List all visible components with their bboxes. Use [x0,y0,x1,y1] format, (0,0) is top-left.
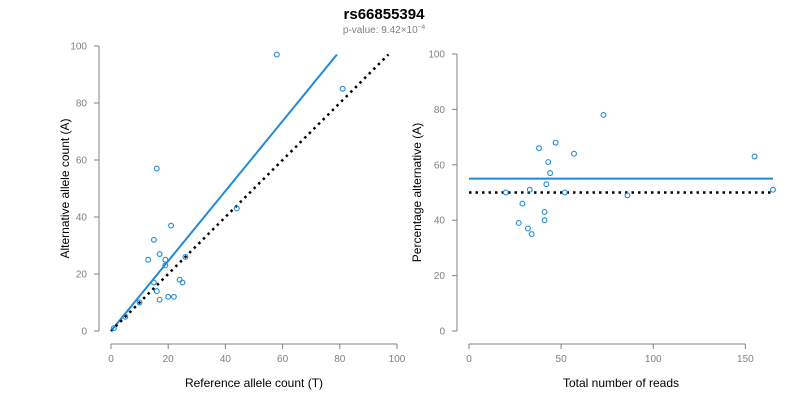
data-point [526,186,533,193]
data-point [176,276,183,283]
data-point [547,170,554,177]
x-tick-label: 0 [466,354,472,365]
y-axis: 0 20 40 60 80 100 Alternative allele count (A) [58,42,100,338]
data-point [515,220,522,226]
y-axis-title: Alternative allele count (A) [58,118,72,258]
data-point [156,296,163,303]
data-point [136,299,143,306]
y-tick-label: 80 [434,105,446,116]
x-tick-label: 100 [645,354,662,365]
chart-title: rs66855394 [344,6,426,23]
data-point [552,139,559,146]
fit-line [110,53,338,332]
y-tick-label: 100 [70,42,87,53]
data-point [751,153,758,160]
data-point [168,222,175,229]
data-point [339,85,346,92]
data-point [145,256,152,263]
data-point [182,253,189,260]
y-tick-label: 40 [434,216,446,227]
data-point [150,236,157,243]
data-point [525,225,531,232]
y-axis-title: Percentage alternative (A) [410,123,424,262]
data-point [170,293,177,300]
data-point [770,186,776,193]
data-point [561,189,568,196]
data-point [153,288,160,295]
data-point [233,205,240,212]
y-tick-label: 60 [76,156,88,167]
x-axis: 0 20 40 60 80 100 Reference allele count (T) [108,343,406,390]
y-tick-label: 0 [81,327,87,338]
data-point [528,231,535,238]
data-point [165,293,172,300]
data-point [541,217,548,224]
scatter-panel-ref-vs-alt: 0 20 40 60 80 100 Reference allele count (T) 0 2… [58,42,406,391]
data-point [519,200,526,207]
x-tick-label: 0 [108,354,114,365]
data-point [122,313,129,320]
y-tick-label: 100 [428,50,445,61]
data-point [162,262,169,269]
x-tick-label: 40 [220,354,232,365]
x-tick-label: 150 [737,354,754,365]
x-axis-title: Reference allele count (T) [185,376,323,390]
x-tick-label: 100 [389,354,406,365]
data-point [624,192,631,199]
y-tick-label: 0 [439,327,445,338]
reference-line [110,53,390,332]
data-point [273,51,280,58]
data-point [162,256,169,263]
data-point [110,325,117,332]
y-axis: 0 20 40 60 80 100 Percentage alternative (A) [410,50,458,338]
x-axis: 0 50 100 150 Total number of reads [466,343,754,390]
subtitle-exponent: −4 [418,24,426,31]
x-axis-title: Total number of reads [563,376,679,390]
chart-subtitle: p-value: 9.42×10−4 [343,24,426,36]
data-point [536,145,542,152]
data-point [156,251,163,258]
data-point [571,150,577,157]
scatter-panel-reads-vs-percentage: 0 50 100 150 Total number of reads 0 20 40 60 80 1… [410,50,776,390]
y-tick-label: 20 [434,271,446,282]
x-tick-label: 50 [556,354,568,365]
x-tick-label: 80 [334,354,346,365]
data-point [179,279,186,286]
data-point [150,279,157,286]
subtitle-prefix: p-value: 9.42×10 [343,25,418,36]
data-point [545,159,552,165]
data-point [543,181,550,188]
data-point [600,111,607,118]
y-tick-label: 60 [434,160,446,171]
data-point [541,208,548,215]
data-point [153,165,160,172]
y-tick-label: 80 [76,99,88,110]
y-tick-label: 40 [76,213,88,224]
x-tick-label: 20 [163,354,175,365]
y-tick-label: 20 [76,270,88,281]
x-tick-label: 60 [277,354,289,365]
data-point [502,189,509,196]
